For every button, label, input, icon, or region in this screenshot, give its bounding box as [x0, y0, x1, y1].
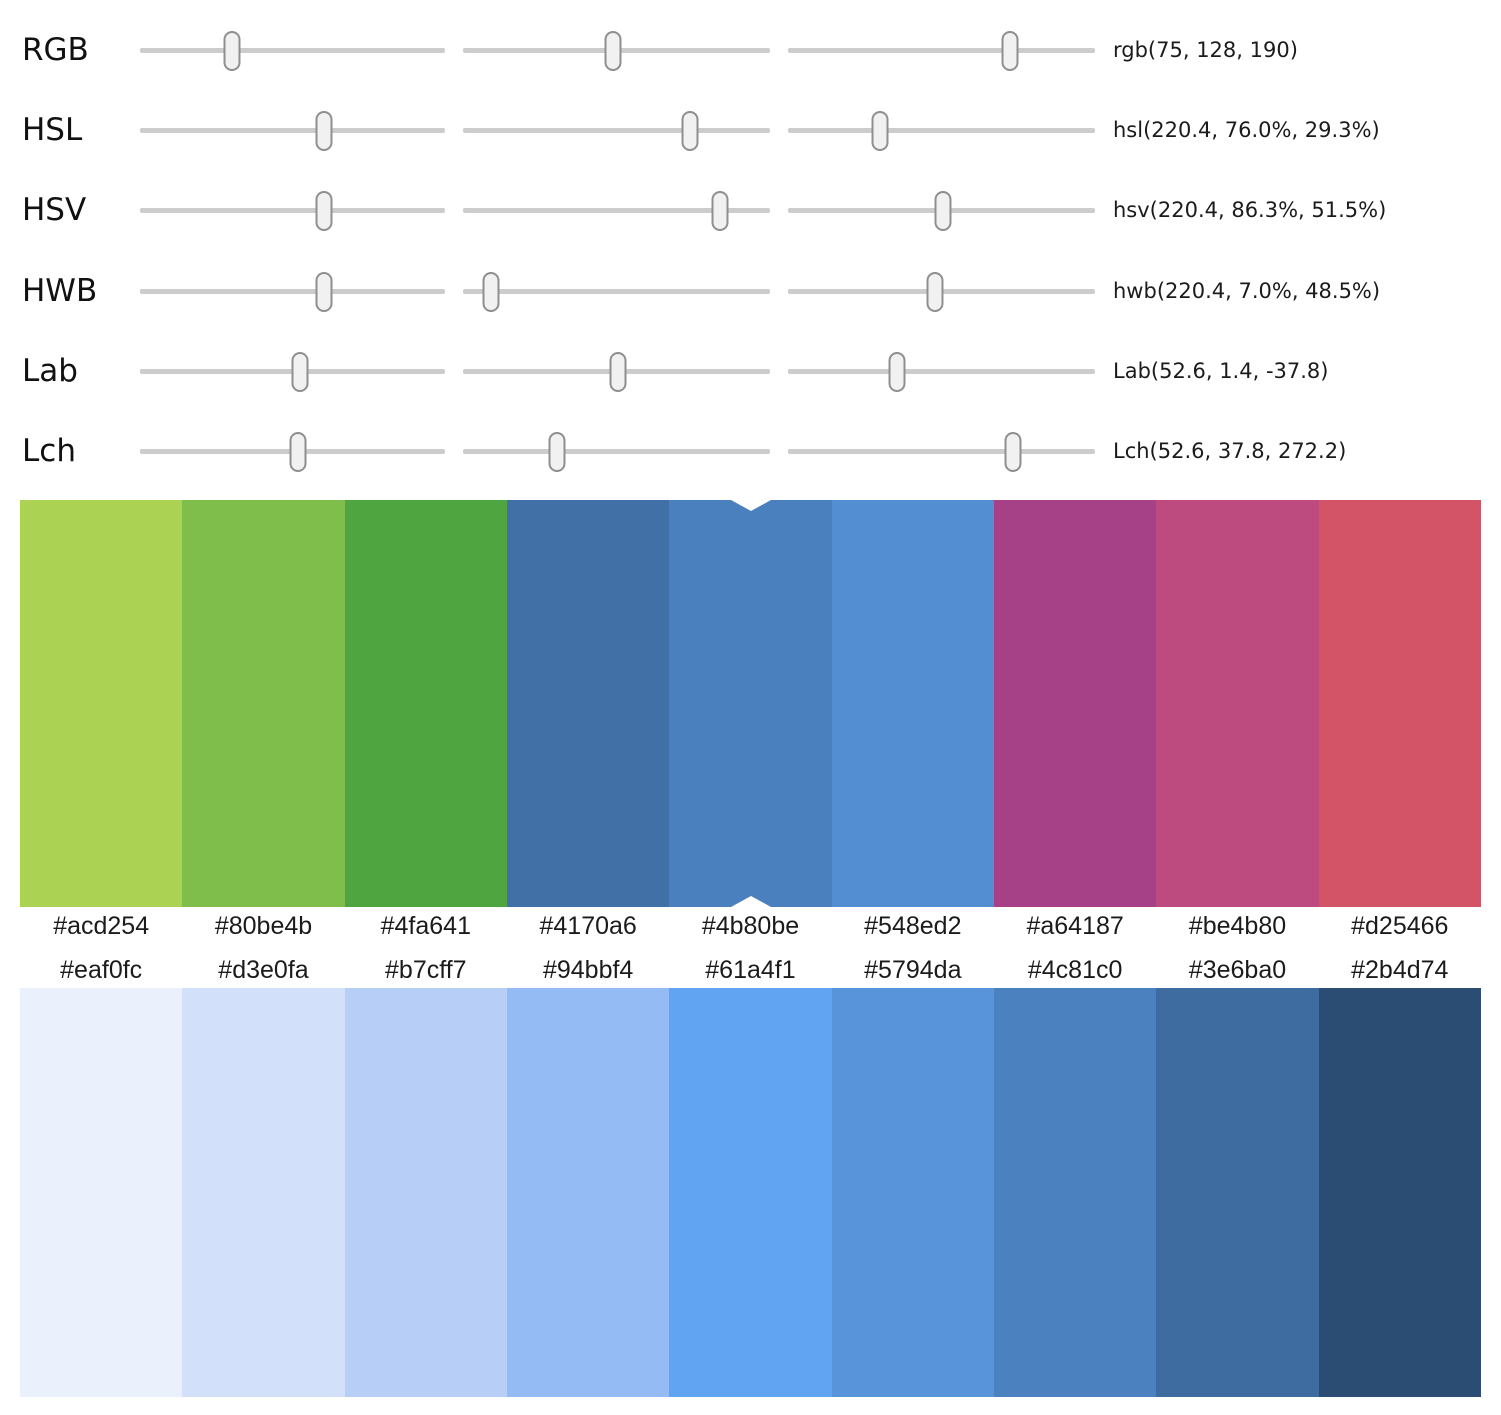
scale-swatch-1[interactable]: [20, 500, 183, 907]
lab-a-slider-track[interactable]: [463, 351, 770, 392]
rgb-blue-slider-track[interactable]: [788, 30, 1095, 71]
hsv-hue-slider-handle[interactable]: [315, 190, 333, 231]
tint-hex-9: #2b4d74: [1351, 956, 1449, 984]
scale-swatch-8[interactable]: [1156, 500, 1319, 907]
lch-l-slider-track[interactable]: [140, 431, 445, 472]
tint-swatch-4[interactable]: [506, 988, 670, 1397]
scale-swatch-5-selected[interactable]: [669, 500, 832, 907]
scale-swatch-4[interactable]: [506, 500, 670, 907]
rgb-red-slider-track[interactable]: [140, 30, 445, 71]
lab-l-slider-handle[interactable]: [291, 351, 309, 392]
rgb-blue-slider-handle[interactable]: [1001, 30, 1019, 71]
hsl-hue-slider-track[interactable]: [140, 110, 445, 151]
lch-chroma-slider-handle[interactable]: [548, 431, 566, 472]
lch-l-slider-handle[interactable]: [289, 431, 307, 472]
colorspace-label-hsv: HSV: [22, 192, 87, 228]
hsv-value-slider-handle[interactable]: [934, 190, 952, 231]
selected-color-notch-top-icon: [730, 500, 771, 511]
scale-swatch-7[interactable]: [993, 500, 1157, 907]
scale-hex-5: #4b80be: [701, 912, 800, 940]
tint-hex-3: #b7cff7: [385, 956, 467, 984]
tint-swatch-9[interactable]: [1318, 988, 1481, 1397]
slider-row-lab: Lab Lab(52.6, 1.4, -37.8): [0, 343, 1501, 399]
tint-shade-palette: [20, 988, 1481, 1397]
scale-hex-6: #548ed2: [864, 912, 962, 940]
tint-hex-1: #eaf0fc: [60, 956, 143, 984]
hsv-saturation-slider-track[interactable]: [463, 190, 770, 231]
rgb-green-slider-handle[interactable]: [604, 30, 622, 71]
hsl-lightness-slider-handle[interactable]: [871, 110, 889, 151]
hsv-value-slider-track[interactable]: [788, 190, 1095, 231]
hwb-whiteness-slider-track[interactable]: [463, 271, 770, 312]
colorspace-label-lch: Lch: [22, 433, 76, 469]
color-scale-palette: [20, 500, 1481, 907]
hwb-whiteness-slider-handle[interactable]: [482, 271, 500, 312]
hwb-blackness-slider-handle[interactable]: [926, 271, 944, 312]
tint-swatch-6[interactable]: [831, 988, 994, 1397]
selected-color-notch-bottom-icon: [730, 896, 771, 907]
scale-hex-8: #be4b80: [1188, 912, 1287, 940]
hwb-blackness-slider-track[interactable]: [788, 271, 1095, 312]
lab-b-slider-track[interactable]: [788, 351, 1095, 392]
lch-value-text: Lch(52.6, 37.8, 272.2): [1113, 439, 1347, 463]
tint-swatch-7[interactable]: [993, 988, 1157, 1397]
scale-hex-4: #4170a6: [539, 912, 637, 940]
scale-hex-7: #a64187: [1026, 912, 1124, 940]
scale-hex-labels: #acd254 #80be4b #4fa641 #4170a6 #4b80be …: [20, 907, 1481, 945]
hwb-hue-slider-track[interactable]: [140, 271, 445, 312]
slider-row-hsv: HSV hsv(220.4, 86.3%, 51.5%): [0, 182, 1501, 238]
tint-swatch-3[interactable]: [344, 988, 507, 1397]
tint-hex-8: #3e6ba0: [1188, 956, 1287, 984]
tint-hex-2: #d3e0fa: [218, 956, 309, 984]
tint-swatch-8[interactable]: [1156, 988, 1319, 1397]
tint-swatch-5[interactable]: [669, 988, 832, 1397]
lch-chroma-slider-track[interactable]: [463, 431, 770, 472]
tint-swatch-1[interactable]: [20, 988, 183, 1397]
scale-swatch-2[interactable]: [182, 500, 345, 907]
colorspace-label-lab: Lab: [22, 353, 78, 389]
scale-hex-3: #4fa641: [380, 912, 471, 940]
scale-hex-2: #80be4b: [214, 912, 313, 940]
scale-swatch-9[interactable]: [1318, 500, 1481, 907]
slider-row-hsl: HSL hsl(220.4, 76.0%, 29.3%): [0, 102, 1501, 158]
lab-value-text: Lab(52.6, 1.4, -37.8): [1113, 359, 1329, 383]
scale-hex-9: #d25466: [1351, 912, 1449, 940]
tint-hex-6: #5794da: [864, 956, 962, 984]
hsl-hue-slider-handle[interactable]: [315, 110, 333, 151]
slider-row-lch: Lch Lch(52.6, 37.8, 272.2): [0, 423, 1501, 479]
rgb-red-slider-handle[interactable]: [223, 30, 241, 71]
lab-a-slider-handle[interactable]: [609, 351, 627, 392]
hsl-saturation-slider-track[interactable]: [463, 110, 770, 151]
hsv-value-text: hsv(220.4, 86.3%, 51.5%): [1113, 198, 1387, 222]
hsl-value-text: hsl(220.4, 76.0%, 29.3%): [1113, 118, 1380, 142]
lab-b-slider-handle[interactable]: [888, 351, 906, 392]
slider-row-rgb: RGB rgb(75, 128, 190): [0, 22, 1501, 78]
hsl-saturation-slider-handle[interactable]: [681, 110, 699, 151]
tint-swatch-2[interactable]: [182, 988, 345, 1397]
hwb-hue-slider-handle[interactable]: [315, 271, 333, 312]
hsv-saturation-slider-handle[interactable]: [711, 190, 729, 231]
colorspace-label-hsl: HSL: [22, 112, 83, 148]
hsv-hue-slider-track[interactable]: [140, 190, 445, 231]
tint-hex-7: #4c81c0: [1027, 956, 1123, 984]
slider-row-hwb: HWB hwb(220.4, 7.0%, 48.5%): [0, 263, 1501, 319]
tint-hex-5: #61a4f1: [705, 956, 796, 984]
tint-hex-4: #94bbf4: [542, 956, 634, 984]
hsl-lightness-slider-track[interactable]: [788, 110, 1095, 151]
tint-hex-labels: #eaf0fc #d3e0fa #b7cff7 #94bbf4 #61a4f1 …: [20, 951, 1481, 989]
rgb-green-slider-track[interactable]: [463, 30, 770, 71]
scale-swatch-6[interactable]: [831, 500, 994, 907]
lch-hue-slider-track[interactable]: [788, 431, 1095, 472]
colorspace-label-hwb: HWB: [22, 273, 98, 309]
scale-swatch-3[interactable]: [344, 500, 507, 907]
rgb-value-text: rgb(75, 128, 190): [1113, 38, 1298, 62]
lch-hue-slider-handle[interactable]: [1004, 431, 1022, 472]
lab-l-slider-track[interactable]: [140, 351, 445, 392]
colorspace-label-rgb: RGB: [22, 32, 89, 68]
scale-hex-1: #acd254: [53, 912, 150, 940]
hwb-value-text: hwb(220.4, 7.0%, 48.5%): [1113, 279, 1381, 303]
